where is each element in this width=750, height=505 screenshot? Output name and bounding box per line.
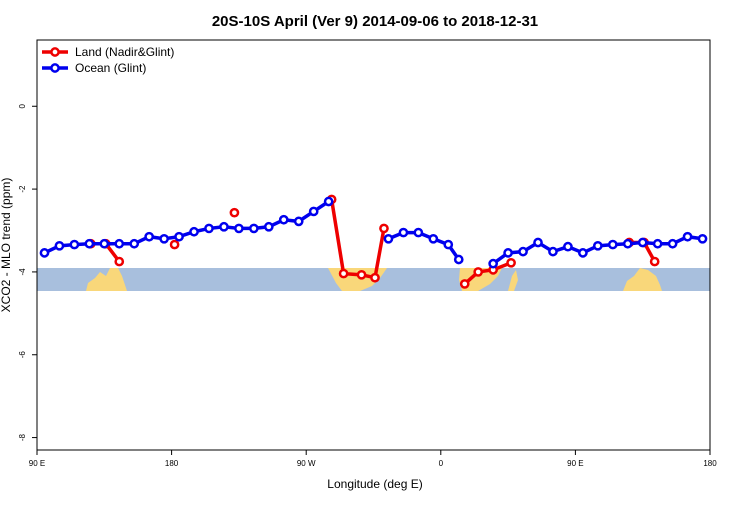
- point: [308, 206, 319, 217]
- point: [637, 237, 648, 248]
- point: [697, 233, 708, 244]
- point: [293, 216, 304, 227]
- point: [578, 248, 588, 258]
- point: [69, 239, 80, 250]
- y-tick-label: -8: [18, 433, 27, 441]
- point: [503, 248, 513, 258]
- x-tick-label: 180: [165, 459, 179, 468]
- point: [144, 231, 155, 242]
- point: [443, 239, 454, 250]
- y-axis-label: XCO2 - MLO trend (ppm): [0, 178, 13, 313]
- point: [356, 269, 367, 280]
- point: [652, 238, 663, 249]
- point: [84, 238, 95, 249]
- point: [413, 227, 424, 238]
- point: [473, 267, 484, 277]
- land-shape: [86, 268, 127, 291]
- point: [114, 238, 125, 249]
- chart-title: 20S-10S April (Ver 9) 2014-09-06 to 2018…: [212, 13, 538, 30]
- point: [398, 227, 409, 238]
- point: [204, 223, 214, 234]
- land-shape: [623, 268, 662, 291]
- y-tick-label: -6: [18, 351, 27, 359]
- y-tick-label: 0: [18, 103, 27, 108]
- point: [370, 272, 380, 283]
- point: [518, 246, 528, 257]
- point: [533, 237, 543, 248]
- point: [428, 233, 439, 244]
- x-axis-label: Longitude (deg E): [327, 477, 422, 491]
- point: [99, 238, 110, 249]
- point: [174, 231, 184, 242]
- x-tick-label: 90 W: [297, 459, 316, 468]
- point: [39, 248, 50, 258]
- legend-label: Land (Nadir&Glint): [75, 45, 174, 59]
- point: [234, 223, 244, 234]
- point: [189, 226, 199, 237]
- point: [649, 256, 660, 267]
- legend-marker: [50, 63, 60, 73]
- point: [249, 223, 259, 234]
- point: [563, 241, 573, 252]
- point: [607, 239, 618, 250]
- point: [667, 238, 678, 249]
- point: [338, 268, 349, 279]
- series-line: [463, 261, 512, 286]
- point: [453, 254, 464, 265]
- point: [459, 279, 470, 289]
- legend-marker: [50, 47, 60, 57]
- plot-frame: [36, 39, 711, 451]
- point: [114, 256, 125, 267]
- point: [506, 257, 516, 268]
- point: [54, 240, 65, 251]
- y-tick-label: -4: [18, 268, 27, 276]
- x-tick-label: 0: [439, 459, 444, 468]
- legend-label: Ocean (Glint): [75, 61, 146, 75]
- point: [229, 207, 240, 218]
- x-tick-label: 90 E: [29, 459, 45, 468]
- y-tick-label: -2: [18, 185, 27, 193]
- point: [548, 246, 558, 257]
- point: [383, 233, 394, 244]
- point: [488, 258, 498, 269]
- point: [323, 196, 334, 207]
- x-tick-label: 90 E: [567, 459, 583, 468]
- point: [592, 240, 603, 251]
- x-tick-label: 180: [703, 459, 717, 468]
- point: [169, 239, 180, 250]
- point: [129, 238, 140, 249]
- point: [159, 233, 169, 244]
- point: [379, 223, 389, 234]
- land-shape: [508, 270, 518, 291]
- point: [622, 238, 633, 249]
- point: [219, 221, 229, 232]
- point: [682, 231, 693, 242]
- point: [263, 221, 274, 232]
- point: [278, 214, 289, 225]
